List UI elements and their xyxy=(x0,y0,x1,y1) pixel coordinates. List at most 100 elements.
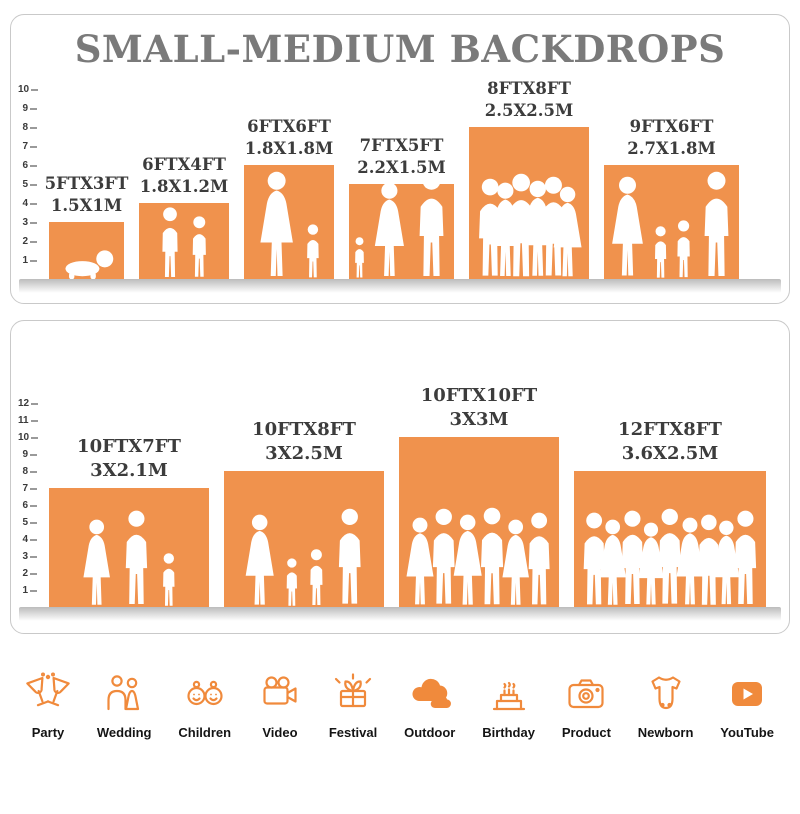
ruler: 1 2 3 4 5 6 7 8 9 10 11 12 xyxy=(18,395,48,607)
backdrop-size-label: 8FTX8FT 2.5X2.5M xyxy=(484,79,574,120)
backdrop-size-label: 7FTX5FT 2.2X1.5M xyxy=(357,136,446,177)
person-silhouette xyxy=(432,509,455,605)
ruler-number: 7 xyxy=(18,484,37,494)
ruler-number: 3 xyxy=(18,218,37,228)
bars-row: 5FTX3FT 1.5X1M 6FTX4FT 1.8X1.2M 6FTX6FT 1.8X1… xyxy=(45,78,739,279)
person-silhouette xyxy=(638,522,664,605)
category-label: Festival xyxy=(328,725,378,740)
ruler-number: 5 xyxy=(18,180,37,190)
ruler-number: 6 xyxy=(18,501,37,511)
backdrop-bar xyxy=(49,488,209,607)
birthday-icon xyxy=(487,672,531,716)
category-birthday: Birthday xyxy=(482,672,535,740)
backdrop-bar xyxy=(349,184,454,279)
category-outdoor: Outdoor xyxy=(404,672,455,740)
person-silhouette xyxy=(65,249,113,279)
category-festival: Festival xyxy=(329,672,377,740)
person-silhouette xyxy=(481,507,504,604)
backdrop-bar xyxy=(224,471,384,607)
backdrop-item: 10FTX10FT 3X3M xyxy=(399,384,559,607)
category-children: Children xyxy=(178,672,231,740)
bars-row: 10FTX7FT 3X2.1M 10FTX8FT 3X2.5M 10FTX10FT 3X3… xyxy=(49,384,766,607)
ruler-number: 1 xyxy=(18,586,37,596)
person-silhouette xyxy=(612,177,643,276)
ruler-number: 2 xyxy=(18,237,37,247)
backdrop-size-label: 6FTX6FT 1.8X1.8M xyxy=(244,117,334,158)
person-silhouette xyxy=(654,226,667,278)
category-party: Party xyxy=(26,672,70,740)
top-panel: SMALL-MEDIUM BACKDROPS 1 2 3 4 5 6 7 8 9 10 5FTX3… xyxy=(10,14,790,304)
person-silhouette xyxy=(677,220,690,278)
category-label: Product xyxy=(561,725,611,740)
category-video: Video xyxy=(258,672,302,740)
backdrop-item: 8FTX8FT 2.5X2.5M xyxy=(469,78,589,279)
ruler-number: 9 xyxy=(18,450,37,460)
person-silhouette xyxy=(83,519,111,605)
baseline-shadow xyxy=(19,279,781,293)
party-icon xyxy=(26,672,70,716)
ruler-number: 8 xyxy=(18,123,37,133)
backdrop-item: 5FTX3FT 1.5X1M xyxy=(45,173,128,279)
festival-icon xyxy=(331,672,375,716)
person-silhouette xyxy=(553,186,582,277)
backdrop-size-label: 10FTX8FT 3X2.5M xyxy=(252,419,356,464)
person-silhouette xyxy=(245,514,274,605)
newborn-icon xyxy=(644,672,688,716)
ruler-number: 8 xyxy=(18,467,37,477)
ruler-number: 11 xyxy=(18,416,38,426)
person-silhouette xyxy=(704,171,729,276)
category-label: Children xyxy=(178,725,232,740)
backdrop-size-label: 6FTX4FT 1.8X1.2M xyxy=(139,155,229,196)
backdrop-bar xyxy=(469,127,589,279)
person-silhouette xyxy=(419,184,444,276)
category-label: Video xyxy=(262,725,298,740)
person-silhouette xyxy=(713,520,740,605)
backdrop-bar xyxy=(49,222,124,279)
backdrop-item: 10FTX8FT 3X2.5M xyxy=(224,418,384,607)
backdrop-item: 10FTX7FT 3X2.1M xyxy=(49,435,209,607)
ruler-number: 10 xyxy=(18,433,39,443)
bottom-panel: 1 2 3 4 5 6 7 8 9 10 11 12 10FTX7FT 3X2.1M 10FTX8FT 3X… xyxy=(10,320,790,634)
ruler-number: 12 xyxy=(18,399,39,409)
backdrop-item: 9FTX6FT 2.7X1.8M xyxy=(604,116,739,279)
person-silhouette xyxy=(163,552,175,606)
backdrop-bar xyxy=(604,165,739,279)
ruler-number: 2 xyxy=(18,569,37,579)
ruler-number: 10 xyxy=(18,85,39,95)
outdoor-icon xyxy=(408,672,452,716)
video-icon xyxy=(258,672,302,716)
person-silhouette xyxy=(528,512,550,605)
category-newborn: Newborn xyxy=(638,672,693,740)
ruler-number: 7 xyxy=(18,142,37,152)
person-silhouette xyxy=(599,519,627,605)
person-silhouette xyxy=(658,509,681,605)
person-silhouette xyxy=(192,216,207,278)
backdrop-size-infographic: SMALL-MEDIUM BACKDROPS 1 2 3 4 5 6 7 8 9 10 5FTX3… xyxy=(0,14,800,740)
ruler-number: 9 xyxy=(18,104,37,114)
person-silhouette xyxy=(502,519,530,605)
person-silhouette xyxy=(583,512,605,605)
person-silhouette xyxy=(162,207,178,277)
person-silhouette xyxy=(260,171,293,276)
backdrop-bar xyxy=(574,471,766,607)
baseline-shadow xyxy=(19,607,781,621)
person-silhouette xyxy=(453,514,482,605)
person-silhouette xyxy=(338,509,361,605)
wedding-icon xyxy=(102,672,146,716)
backdrop-bar xyxy=(399,437,559,607)
backdrop-bar xyxy=(244,165,334,279)
children-icon xyxy=(183,672,227,716)
person-silhouette xyxy=(126,510,148,605)
ruler-number: 5 xyxy=(18,518,37,528)
ruler-number: 6 xyxy=(18,161,37,171)
category-label: YouTube xyxy=(720,725,774,740)
category-label: Party xyxy=(31,725,65,740)
person-silhouette xyxy=(621,510,643,605)
categories-row: Party Wedding Children Video Festival Outdoor… xyxy=(26,672,774,740)
page-title: SMALL-MEDIUM BACKDROPS xyxy=(74,27,726,71)
category-product: Product xyxy=(562,672,611,740)
product-icon xyxy=(564,672,608,716)
person-silhouette xyxy=(676,517,703,605)
backdrop-size-label: 9FTX6FT 2.7X1.8M xyxy=(627,117,716,158)
person-silhouette xyxy=(286,558,298,606)
